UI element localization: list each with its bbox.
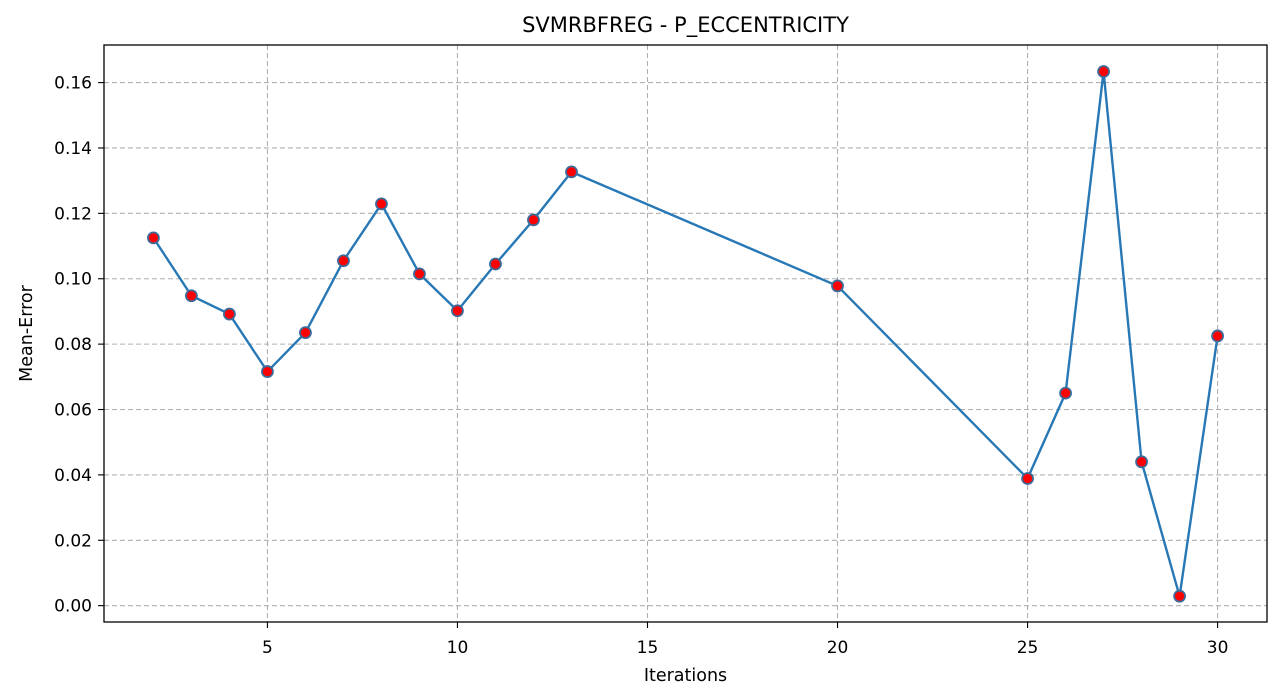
- x-tick-label: 30: [1207, 638, 1229, 658]
- y-tick-label: 0.06: [54, 401, 92, 421]
- x-tick-label: 25: [1017, 638, 1039, 658]
- data-point: [337, 254, 350, 268]
- data-point: [831, 279, 844, 293]
- y-tick-label: 0.08: [54, 335, 92, 355]
- x-tick-label: 10: [447, 638, 469, 658]
- y-tick-label: 0.14: [54, 139, 92, 159]
- data-point: [185, 289, 198, 303]
- y-tick-label: 0.02: [54, 531, 92, 551]
- data-point: [375, 197, 388, 211]
- y-tick-label: 0.04: [54, 466, 92, 486]
- data-point: [223, 307, 236, 321]
- axis-ticks: 5 10 15 20 25 30 0.00 0.02 0.04 0.06 0.08 0.10 0.12 0…: [54, 74, 1228, 658]
- x-axis-label: Iterations: [644, 666, 727, 686]
- data-point: [1211, 329, 1224, 343]
- y-tick-label: 0.00: [54, 597, 92, 617]
- y-tick-label: 0.10: [54, 270, 92, 290]
- plot-frame: [103, 44, 1268, 623]
- grid: [104, 45, 1267, 622]
- series-layer: [147, 65, 1224, 603]
- y-axis-label: Mean-Error: [17, 284, 37, 381]
- data-point: [1059, 386, 1072, 400]
- data-point: [489, 257, 502, 271]
- data-point: [1135, 455, 1148, 469]
- x-tick-label: 20: [827, 638, 849, 658]
- data-point: [413, 267, 426, 281]
- y-tick-label: 0.12: [54, 204, 92, 224]
- data-point: [451, 304, 464, 318]
- x-tick-label: 5: [262, 638, 273, 658]
- data-point: [565, 165, 578, 179]
- y-tick-label: 0.16: [54, 74, 92, 94]
- data-point: [299, 326, 312, 340]
- data-point: [1021, 472, 1034, 485]
- data-point: [1097, 65, 1110, 78]
- data-point: [261, 365, 274, 378]
- data-point: [527, 213, 540, 227]
- chart-title: SVMRBFREG - P_ECCENTRICITY: [522, 13, 849, 38]
- x-tick-label: 15: [637, 638, 659, 658]
- series-line: [152, 70, 1219, 598]
- data-point: [147, 231, 160, 245]
- data-point: [1173, 589, 1186, 603]
